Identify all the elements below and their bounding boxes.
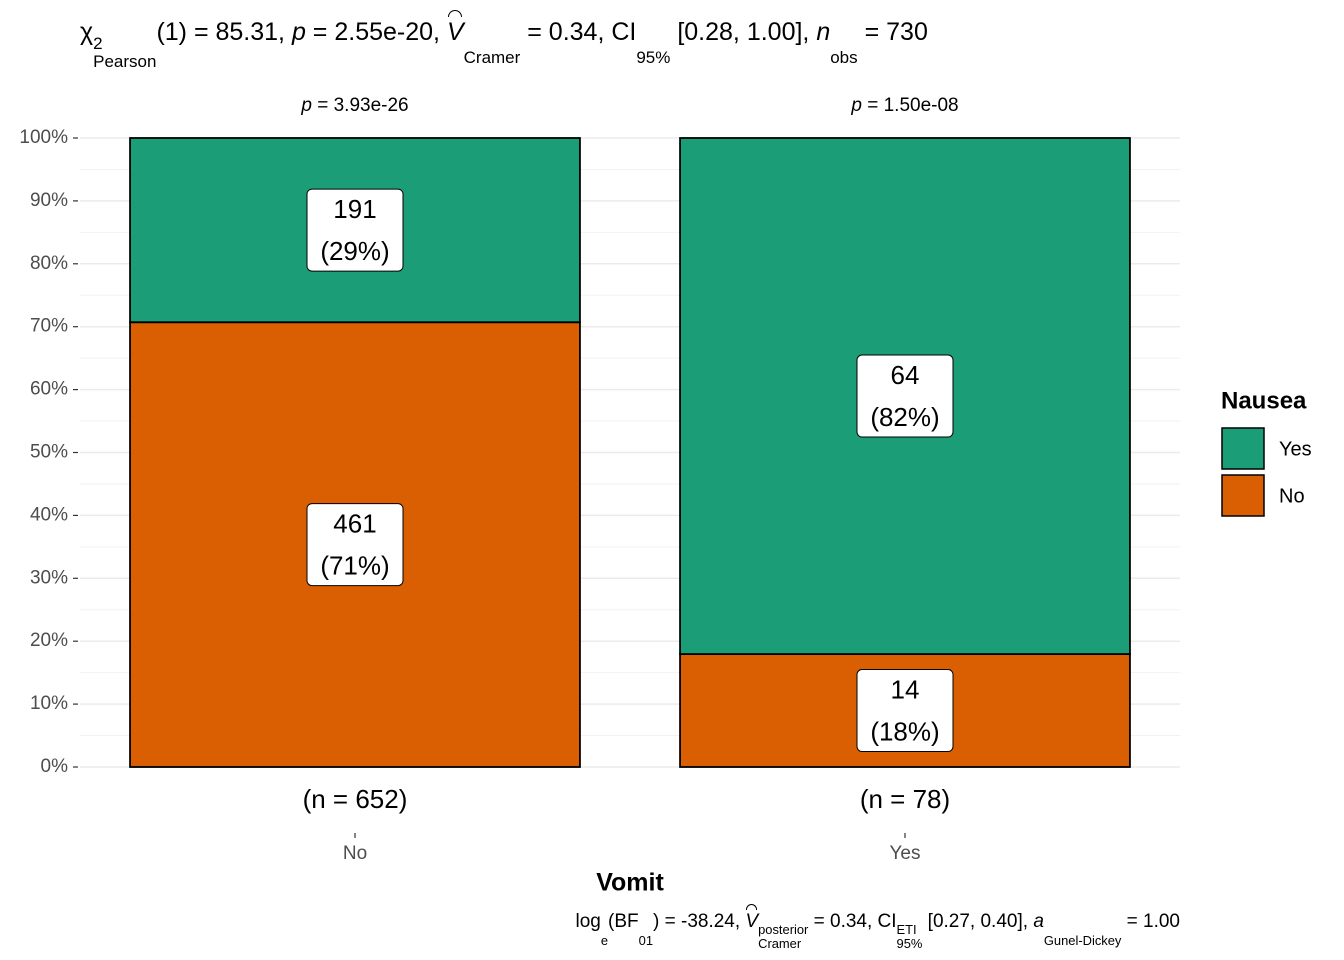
value-label: (82%) xyxy=(870,402,939,432)
subscript: Cramer xyxy=(463,48,521,68)
math-text: a xyxy=(1033,911,1044,932)
y-tick-label: 90% xyxy=(30,190,68,211)
math-script: ETI 95% xyxy=(897,923,923,950)
math-text: n xyxy=(816,18,831,46)
y-tick-label: 70% xyxy=(30,316,68,337)
count-label: 191 xyxy=(333,194,376,224)
math-text: (BF xyxy=(608,911,639,932)
category-count: (n = 652) xyxy=(303,784,408,814)
math-text: V xyxy=(745,904,759,932)
count-label: 64 xyxy=(891,360,920,390)
x-tick-label: No xyxy=(343,843,367,864)
legend-label: No xyxy=(1279,485,1305,507)
math-script: Cramer xyxy=(464,32,521,67)
math-text: [0.28, 1.00], xyxy=(670,18,817,46)
value-label: (29%) xyxy=(320,236,389,266)
y-tick-label: 20% xyxy=(30,630,68,651)
subscript: e xyxy=(600,933,609,949)
y-tick-label: 80% xyxy=(30,253,68,274)
y-tick-label: 50% xyxy=(30,442,68,463)
math-text: = 730 xyxy=(857,18,928,46)
math-text: = 0.34, CI xyxy=(808,911,897,932)
count-label: 14 xyxy=(891,674,920,704)
legend-label: Yes xyxy=(1279,438,1312,460)
value-label-box xyxy=(856,669,954,753)
y-tick-label: 10% xyxy=(30,693,68,714)
math-text: p xyxy=(301,95,312,116)
value-label-box xyxy=(856,354,954,438)
math-text: log xyxy=(575,911,601,932)
subscript: 95% xyxy=(896,935,923,951)
category-test: p = 1.50e-08 xyxy=(851,96,958,115)
y-tick-label: 100% xyxy=(19,127,68,148)
y-tick-label: 30% xyxy=(30,567,68,588)
x-tick-label: Yes xyxy=(890,843,921,864)
math-text: = 3.93e-26 xyxy=(311,95,409,116)
math-text: = 1.50e-08 xyxy=(861,95,959,116)
chart-title: χ 2 Pearson (1) = 85.31, p = 2.55e-20, V Cra… xyxy=(80,9,928,71)
math-script: posterior Cramer xyxy=(758,923,808,950)
superscript: ETI xyxy=(896,922,917,938)
math-script: 95% xyxy=(636,32,670,67)
math-text: χ xyxy=(80,18,94,46)
math-script: 01 xyxy=(639,921,653,947)
subscript: obs xyxy=(830,48,858,68)
math-script: e xyxy=(601,921,608,947)
count-label: 461 xyxy=(333,508,376,538)
math-script: obs xyxy=(830,32,857,67)
math-text: p xyxy=(851,95,862,116)
math-text: p xyxy=(291,18,306,46)
subscript: Gunel-Dickey xyxy=(1043,933,1122,949)
legend-key xyxy=(1221,474,1265,517)
math-text: ) = -38.24, xyxy=(653,911,746,932)
math-text: (1) = 85.31, xyxy=(156,18,292,46)
y-tick-label: 60% xyxy=(30,379,68,400)
superscript: 2 xyxy=(93,34,103,54)
value-label: (71%) xyxy=(320,550,389,580)
math-script: Gunel-Dickey xyxy=(1044,921,1121,947)
y-tick-label: 0% xyxy=(41,756,69,777)
legend-title: Nausea xyxy=(1221,387,1307,414)
y-tick-label: 40% xyxy=(30,504,68,525)
subscript: 01 xyxy=(638,933,654,949)
value-label-box xyxy=(306,188,404,272)
subscript: Pearson xyxy=(93,52,157,72)
math-text: V xyxy=(446,9,464,46)
math-text: = 1.00 xyxy=(1121,911,1180,932)
subscript: 95% xyxy=(636,48,671,68)
category-test: p = 3.93e-26 xyxy=(301,96,408,115)
value-label: (18%) xyxy=(870,716,939,746)
math-text: = 2.55e-20, xyxy=(305,18,447,46)
x-axis-title: Vomit xyxy=(596,869,664,897)
value-label-box xyxy=(306,503,404,587)
subscript: Cramer xyxy=(758,935,802,951)
math-text: = 0.34, CI xyxy=(520,18,637,46)
superscript: posterior xyxy=(758,922,809,938)
math-script: 2 Pearson xyxy=(93,35,156,71)
math-text: [0.27, 0.40], xyxy=(922,911,1034,932)
legend-key xyxy=(1221,427,1265,470)
category-count: (n = 78) xyxy=(860,784,950,814)
